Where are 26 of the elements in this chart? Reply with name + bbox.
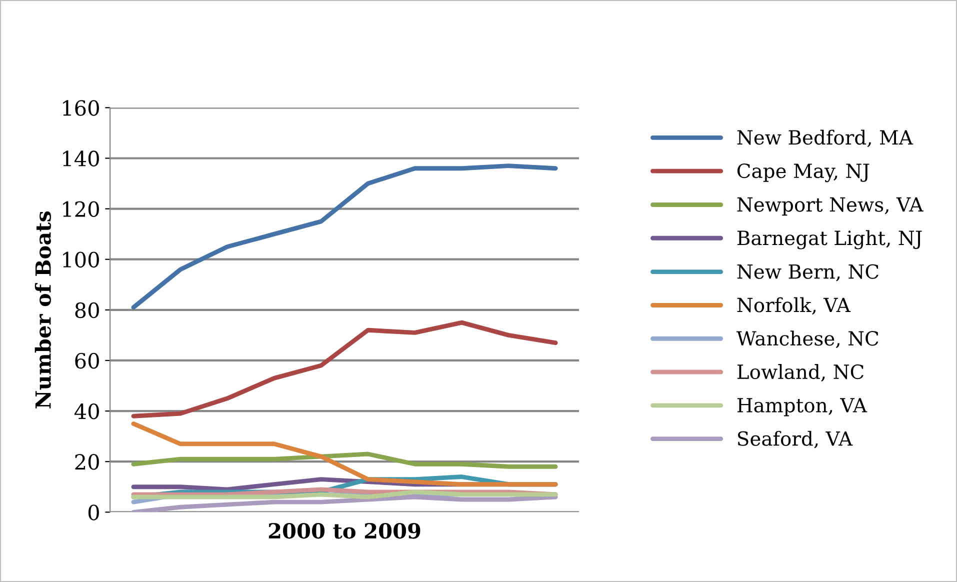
line-series [131,452,558,469]
y-tick-label: 80 [75,302,99,318]
line-series [131,320,558,418]
y-tick-label: 160 [63,100,99,116]
legend-label: Lowland, NC [737,364,864,382]
y-tick-label: 100 [63,252,99,268]
x-axis-title: 2000 to 2009 [268,522,420,539]
legend-label: Seaford, VA [738,430,853,448]
y-tick-label: 140 [63,150,99,166]
legend-label: New Bedford, MA [737,130,914,148]
line-series [131,494,558,512]
legend-label: Wanchese, NC [736,330,878,348]
legend-label: Barnegat Light, NJ [737,230,922,250]
y-axis-title: Number of Boats [34,211,51,408]
legend-label: Hampton, VA [737,398,868,416]
line-series [131,164,558,310]
y-tick-label: 20 [75,454,99,470]
y-tick-label: 0 [88,504,99,520]
legend-label: Cape May, NJ [737,163,870,182]
legend-label: Newport News, VA [737,197,924,216]
y-tick-label: 120 [63,201,99,218]
legend-label: New Bern, NC [737,264,878,282]
line-series [131,421,558,487]
legend-label: Norfolk, VA [737,297,851,315]
y-tick-label: 60 [75,352,99,369]
y-tick-label: 40 [74,403,99,420]
